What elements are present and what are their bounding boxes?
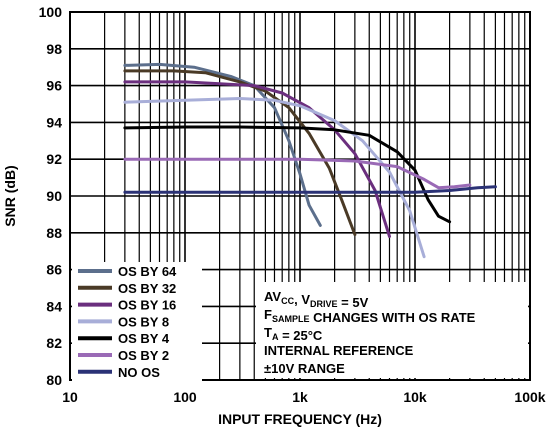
plot-border	[69, 11, 531, 381]
y-tick-label: 92	[46, 151, 62, 167]
series-line-no-os	[123, 185, 497, 194]
annotation-line: INTERNAL REFERENCE	[264, 343, 414, 358]
y-tick-label: 80	[46, 372, 62, 388]
legend-background	[72, 262, 202, 388]
plot-frame	[69, 11, 531, 381]
x-tick-label: 10	[62, 389, 78, 405]
y-tick-label: 94	[46, 114, 62, 130]
x-tick-label: 100	[173, 389, 197, 405]
y-tick-label: 96	[46, 78, 62, 94]
y-tick-label: 86	[46, 262, 62, 278]
annotation-line: ±10V RANGE	[264, 361, 345, 376]
y-tick-label: 88	[46, 225, 62, 241]
legend-label: OS BY 32	[118, 281, 176, 296]
series-line-os-by-2	[123, 157, 472, 190]
legend-label: OS BY 2	[118, 348, 169, 363]
y-axis-label: SNR (dB)	[2, 165, 18, 226]
series-line-os-by-16	[123, 80, 391, 238]
tick-labels: 80 82 84 86 88 90 92 94 96 98 100 10 100 1k 10k 100k	[39, 4, 546, 405]
series-line-os-by-64	[123, 62, 322, 227]
series-layer	[123, 62, 497, 259]
x-tick-label: 1k	[292, 389, 308, 405]
annotation-line: TA = 25°C	[264, 325, 323, 343]
y-tick-label: 98	[46, 41, 62, 57]
legend-label: NO OS	[118, 365, 160, 380]
annotation-background	[256, 282, 528, 378]
annotation-line: FSAMPLE CHANGES WITH OS RATE	[264, 307, 476, 325]
annotation-line: AVCC, VDRIVE = 5V	[264, 289, 369, 310]
legend-label: OS BY 64	[118, 264, 177, 279]
x-tick-label: 10k	[403, 389, 427, 405]
y-tick-label: 100	[39, 4, 63, 20]
legend-label: OS BY 4	[118, 331, 170, 346]
series-line-os-by-4	[123, 125, 452, 224]
x-axis-label: INPUT FREQUENCY (Hz)	[218, 411, 382, 427]
y-tick-label: 84	[46, 298, 62, 314]
legend-label: OS BY 16	[118, 298, 176, 313]
y-tick-label: 82	[46, 335, 62, 351]
x-tick-label: 100k	[514, 389, 545, 405]
y-tick-label: 90	[46, 188, 62, 204]
legend-label: OS BY 8	[118, 314, 169, 329]
